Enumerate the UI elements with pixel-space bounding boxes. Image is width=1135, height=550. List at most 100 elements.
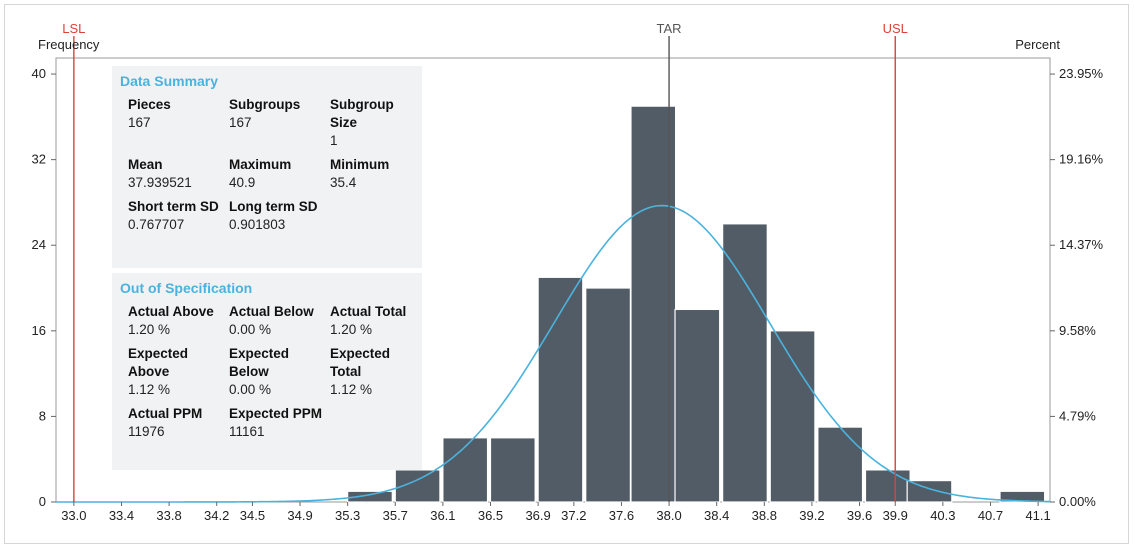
summary-item: Pieces 167 [128, 96, 229, 150]
normal-curve [56, 204, 1051, 503]
chart-frame [4, 4, 1129, 544]
x-tick-label: 37.6 [609, 508, 634, 523]
summary-value: 1 [330, 133, 338, 148]
histogram-bar [630, 105, 677, 503]
summary-label: Short term SD [128, 199, 219, 214]
spec-label-tar: TAR [657, 21, 682, 36]
summary-label: Mean [128, 157, 163, 172]
oos-value: 11161 [229, 424, 265, 439]
histogram-bar [442, 437, 489, 503]
oos-value: 1.20 % [330, 322, 373, 337]
y2-tick-label: 4.79% [1059, 408, 1096, 423]
oos-value: 1.20 % [128, 322, 171, 337]
x-tick-label: 41.1 [1025, 508, 1050, 523]
histogram-bar [817, 426, 864, 503]
histogram-bar [537, 276, 584, 503]
oos-value: 0.00 % [229, 322, 272, 337]
x-tick-label: 33.0 [61, 508, 86, 523]
summary-value: 167 [229, 115, 252, 130]
x-tick-label: 35.7 [383, 508, 408, 523]
summary-label: Long term SD [229, 199, 318, 214]
summary-value: 35.4 [330, 175, 357, 190]
oos-item: Expected PPM 11161 [229, 405, 330, 441]
oos-label: Actual Below [229, 304, 314, 319]
oos-label: Actual Total [330, 304, 407, 319]
data-summary-panel: Data Summary Pieces 167 Subgroups 167 Subgro… [112, 66, 422, 268]
x-tick-label: 33.4 [109, 508, 134, 523]
y2-tick-label: 14.37% [1059, 237, 1104, 252]
x-tick-label: 36.5 [478, 508, 503, 523]
data-summary-grid: Pieces 167 Subgroups 167 Subgroup Size 1 Mean 3… [120, 96, 414, 234]
oos-label: Actual Above [128, 304, 214, 319]
x-tick-label: 37.2 [561, 508, 586, 523]
x-tick-label: 34.5 [240, 508, 265, 523]
summary-value: 37.939521 [128, 175, 192, 190]
x-tick-label: 38.8 [752, 508, 777, 523]
oos-label: Actual PPM [128, 406, 203, 421]
oos-item: Actual PPM 11976 [128, 405, 229, 441]
x-tick-label: 34.2 [204, 508, 229, 523]
x-tick-label: 34.9 [287, 508, 312, 523]
x-tick-label: 39.2 [799, 508, 824, 523]
spec-label-lsl: LSL [62, 21, 85, 36]
y2-tick-label: 9.58% [1059, 323, 1096, 338]
y2-tick-label: 0.00% [1059, 494, 1096, 509]
x-tick-label: 40.3 [930, 508, 955, 523]
data-summary-title: Data Summary [120, 73, 219, 89]
summary-item: Subgroups 167 [229, 96, 330, 150]
out-of-spec-grid: Actual Above 1.20 % Actual Below 0.00 % Actu… [120, 303, 414, 441]
histogram-bar [347, 490, 393, 503]
histogram-bar [489, 437, 536, 503]
summary-item: Maximum 40.9 [229, 156, 330, 192]
y-axis-title: Frequency [38, 37, 100, 52]
y-tick-label: 0 [39, 494, 46, 509]
summary-item: Short term SD 0.767707 [128, 198, 229, 234]
x-tick-label: 35.3 [335, 508, 360, 523]
x-tick-label: 38.4 [704, 508, 729, 523]
x-tick-label: 39.9 [883, 508, 908, 523]
summary-item: Minimum 35.4 [330, 156, 422, 192]
histogram-bar [722, 223, 768, 503]
oos-item: Expected Above 1.12 % [128, 345, 229, 399]
histogram-bar [864, 469, 911, 503]
y-tick-label: 32 [32, 152, 46, 167]
histogram-bar [999, 490, 1046, 503]
oos-item: Actual Below 0.00 % [229, 303, 330, 339]
oos-value: 1.12 % [330, 382, 373, 397]
oos-item: Expected Total 1.12 % [330, 345, 422, 399]
spec-label-usl: USL [883, 21, 908, 36]
oos-value: 11976 [128, 424, 165, 439]
out-of-spec-panel: Out of Specification Actual Above 1.20 % A… [112, 273, 422, 470]
oos-item: Actual Total 1.20 % [330, 303, 422, 339]
y-tick-label: 24 [32, 237, 46, 252]
histogram-bar [906, 480, 953, 503]
oos-value: 1.12 % [128, 382, 171, 397]
y-tick-label: 40 [32, 66, 46, 81]
x-tick-label: 39.6 [847, 508, 872, 523]
x-tick-label: 33.8 [156, 508, 181, 523]
y2-tick-label: 19.16% [1059, 152, 1104, 167]
histogram-bar [674, 308, 721, 503]
histogram-bar [769, 330, 816, 503]
summary-label: Minimum [330, 157, 390, 172]
oos-item: Expected Below 0.00 % [229, 345, 330, 399]
summary-item: Long term SD 0.901803 [229, 198, 330, 234]
y2-axis-title: Percent [1015, 37, 1060, 52]
x-tick-label: 40.7 [978, 508, 1003, 523]
oos-value: 0.00 % [229, 382, 272, 397]
y2-tick-label: 23.95% [1059, 66, 1104, 81]
summary-label: Subgroups [229, 97, 301, 112]
summary-item: Subgroup Size 1 [330, 96, 422, 150]
summary-label: Maximum [229, 157, 292, 172]
oos-label: Expected Above [128, 346, 189, 379]
y-tick-label: 16 [32, 323, 46, 338]
x-tick-label: 36.1 [430, 508, 455, 523]
summary-value: 167 [128, 115, 151, 130]
summary-label: Subgroup Size [330, 97, 394, 130]
out-of-spec-title: Out of Specification [120, 280, 253, 296]
summary-value: 40.9 [229, 175, 256, 190]
oos-label: Expected Below [229, 346, 290, 379]
x-tick-label: 38.0 [656, 508, 681, 523]
summary-value: 0.901803 [229, 217, 286, 232]
